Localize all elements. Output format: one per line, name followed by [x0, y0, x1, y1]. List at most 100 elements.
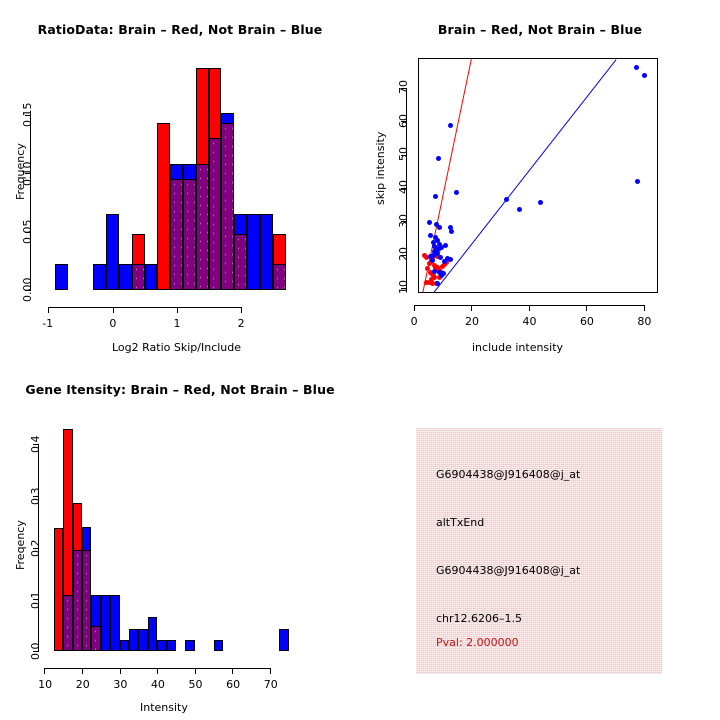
y-axis-line	[30, 115, 31, 290]
scatter-point	[430, 280, 436, 286]
y-axis-tick	[33, 495, 39, 497]
x-axis-tick-label: 2	[237, 317, 245, 330]
probe-id-secondary-label: G6904438@J916408@j_at	[436, 564, 581, 577]
scatter-point	[444, 255, 450, 261]
genomic-location-label: chr12.6206–1.5	[436, 612, 523, 625]
x-axis-tick-label: 30	[113, 678, 128, 691]
y-axis-tick-label: 0.4	[29, 435, 42, 454]
x-axis-tick-label: 0	[109, 317, 117, 330]
y-axis-tick	[401, 121, 407, 123]
histogram-bar-overlap	[170, 179, 184, 290]
x-axis-tick	[112, 307, 114, 313]
scatter-point	[448, 228, 454, 234]
y-axis-tick	[25, 231, 31, 233]
y-axis-tick-label: 0.0	[29, 642, 42, 661]
histogram-bar-overlap	[195, 164, 209, 290]
histogram-bar	[213, 639, 223, 651]
x-axis-tick-label: 0	[410, 315, 418, 328]
scatter-point	[538, 199, 544, 205]
histogram-bar	[144, 264, 158, 290]
y-axis-tick-label: 0.00	[21, 277, 34, 303]
histogram-bar	[53, 527, 64, 651]
y-axis-tick	[25, 115, 31, 116]
histogram-bar	[138, 628, 148, 651]
x-axis-tick	[413, 305, 415, 311]
scatter-point	[434, 221, 440, 227]
scatter-point	[424, 254, 430, 260]
x-axis-tick	[643, 305, 645, 311]
scatter-point	[435, 253, 441, 259]
x-axis-tick-label: 20	[75, 678, 90, 691]
y-axis-tick	[401, 154, 407, 156]
scatter-point	[436, 269, 442, 275]
event-type-label: altTxEnd	[436, 516, 485, 529]
x-axis-tick	[471, 305, 473, 311]
scatter-point	[427, 233, 433, 239]
x-axis-tick	[194, 668, 196, 674]
histogram-bar	[157, 123, 171, 290]
x-axis-tick	[44, 668, 46, 674]
y-axis-tick	[401, 254, 407, 256]
y-axis-tick-label: 20	[397, 246, 410, 261]
x-axis-tick-label: 1	[173, 317, 181, 330]
scatter-point	[432, 268, 438, 274]
y-axis-tick-label: 0.2	[29, 539, 42, 557]
y-axis-tick	[401, 88, 407, 89]
scatter-point	[454, 189, 460, 195]
scatter-point	[430, 257, 435, 263]
scatter-point	[442, 242, 448, 248]
x-axis-tick-label: 70	[263, 678, 278, 691]
scatter-point	[435, 281, 441, 287]
histogram-bar-overlap	[63, 594, 73, 651]
ratio-histogram-panel: RatioData: Brain – Red, Not Brain – Blue…	[0, 0, 360, 360]
x-axis-tick-label: -1	[42, 317, 54, 330]
scatter-point	[634, 178, 640, 184]
scatter-point	[431, 262, 437, 268]
scatter-point	[437, 224, 443, 230]
x-axis-tick	[528, 305, 530, 311]
y-axis-tick	[401, 188, 407, 189]
scatter-point	[439, 244, 445, 250]
scatter-plot-area	[418, 58, 658, 293]
histogram-bar-overlap	[72, 550, 82, 651]
gene-histogram-title: Gene Itensity: Brain – Red, Not Brain – …	[25, 382, 335, 397]
scatter-point	[438, 273, 444, 279]
y-axis-tick	[25, 290, 31, 291]
histogram-bar-overlap	[131, 264, 145, 290]
x-axis-tick	[119, 668, 121, 674]
scatter-point	[504, 196, 510, 202]
scatter-point	[432, 235, 438, 241]
ratio-y-axis-title: Frequency	[14, 143, 27, 200]
scatter-point	[440, 270, 446, 276]
histogram-bar-overlap	[183, 179, 196, 290]
scatter-point	[428, 276, 434, 282]
histogram-bar	[279, 628, 289, 651]
histogram-bar	[93, 264, 107, 290]
scatter-point	[436, 155, 442, 161]
pval-label: Pval: 2.000000	[436, 636, 519, 649]
x-axis-tick	[240, 307, 242, 313]
y-axis-tick	[25, 173, 31, 175]
x-axis-tick-label: 10	[38, 678, 53, 691]
scatter-point	[433, 193, 439, 199]
probe-id-label: G6904438@J916408@j_at	[436, 468, 581, 481]
x-axis-tick-label: 20	[464, 315, 479, 328]
y-axis-tick-label: 0.3	[29, 487, 42, 506]
regression-line	[431, 59, 617, 292]
y-axis-tick-label: 0.05	[21, 219, 34, 245]
scatter-point	[448, 225, 454, 231]
ratio-histogram-title: RatioData: Brain – Red, Not Brain – Blue	[37, 22, 323, 37]
histogram-bar	[259, 214, 273, 290]
y-axis-tick-label: 50	[397, 146, 410, 161]
histogram-bar-overlap	[208, 138, 222, 290]
histogram-bar	[118, 264, 132, 290]
histogram-bar	[185, 639, 195, 651]
scatter-point	[441, 258, 447, 264]
histogram-bar	[147, 617, 158, 651]
histogram-bar-overlap	[272, 264, 286, 290]
x-axis-tick	[586, 305, 588, 311]
scatter-point	[423, 279, 429, 285]
scatter-point	[425, 265, 431, 271]
gene-y-axis-title: Freqency	[14, 520, 27, 570]
